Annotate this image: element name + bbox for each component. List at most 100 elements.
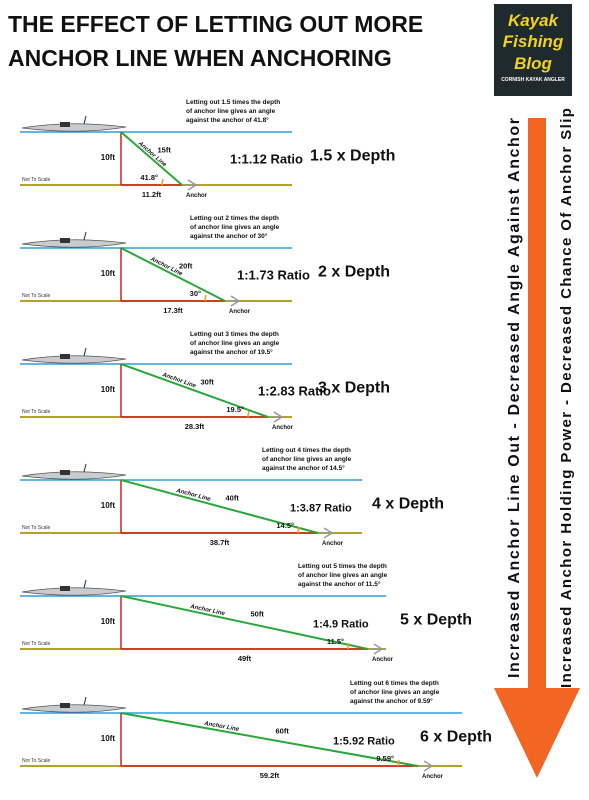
note-text: of anchor line gives an angle bbox=[186, 108, 276, 115]
ratio-label: 1:4.9 Ratio bbox=[313, 619, 369, 631]
anchor-icon bbox=[371, 643, 384, 655]
angle-label: 19.5° bbox=[226, 405, 244, 414]
horizontal-label: 49ft bbox=[238, 654, 252, 663]
scale-note: Not To Scale bbox=[22, 409, 50, 415]
ratio-label: 1:1.73 Ratio bbox=[237, 268, 310, 283]
logo-text: Kayak bbox=[508, 11, 560, 30]
depth-label: 10ft bbox=[101, 734, 116, 743]
side-text: Increased Anchor Line Out - Decreased An… bbox=[506, 118, 523, 678]
rod bbox=[83, 231, 87, 241]
anchor-line bbox=[120, 712, 419, 767]
line-length-label: 40ft bbox=[226, 494, 240, 503]
multiplier-label: 2 x Depth bbox=[318, 264, 390, 281]
anchor-label: Anchor bbox=[229, 309, 251, 315]
depth-label: 10ft bbox=[101, 269, 116, 278]
anchor-icon bbox=[421, 760, 434, 772]
direction-arrow bbox=[494, 118, 580, 778]
panel: Letting out 6 times the depth of anchor l… bbox=[20, 680, 492, 780]
ratio-label: 1:1.12 Ratio bbox=[230, 152, 303, 167]
multiplier-label: 6 x Depth bbox=[420, 729, 492, 746]
depth-label: 10ft bbox=[101, 153, 116, 162]
horizontal-label: 11.2ft bbox=[142, 190, 162, 199]
scale-note: Not To Scale bbox=[22, 525, 50, 531]
line-length-label: 60ft bbox=[276, 727, 290, 736]
angle-label: 30° bbox=[190, 289, 201, 298]
kayak bbox=[21, 355, 127, 364]
note-text: against the anchor of 19.5° bbox=[190, 348, 273, 356]
anchor-label: Anchor bbox=[186, 193, 208, 199]
depth-label: 10ft bbox=[101, 385, 116, 394]
kayak-seat bbox=[60, 238, 70, 243]
anchor-label: Anchor bbox=[272, 425, 294, 431]
note-text: of anchor line gives an angle bbox=[262, 456, 352, 463]
kayak-seat bbox=[60, 122, 70, 127]
anchor-line bbox=[120, 479, 319, 534]
kayak bbox=[21, 704, 127, 713]
anchor-icon bbox=[271, 411, 284, 423]
kayak bbox=[21, 471, 127, 480]
rod bbox=[83, 347, 87, 357]
angle-arc bbox=[347, 642, 350, 650]
line-length-label: 15ft bbox=[158, 146, 172, 155]
scale-note: Not To Scale bbox=[22, 177, 50, 183]
depth-label: 10ft bbox=[101, 617, 116, 626]
note-text: against the anchor of 41.8° bbox=[186, 116, 269, 124]
angle-arc bbox=[204, 294, 207, 302]
note-text: against the anchor of 30° bbox=[190, 232, 268, 240]
anchor-icon bbox=[321, 527, 334, 539]
panels: Letting out 1.5 times the depth of anchor… bbox=[20, 99, 492, 780]
kayak bbox=[21, 587, 127, 596]
horizontal-label: 28.3ft bbox=[185, 422, 205, 431]
kayak-seat bbox=[60, 586, 70, 591]
note-text: against the anchor of 11.5° bbox=[298, 580, 381, 588]
anchor-label: Anchor bbox=[422, 774, 444, 780]
side-text: Increased Anchor Holding Power - Decreas… bbox=[558, 108, 575, 688]
anchor-line bbox=[120, 595, 369, 650]
horizontal-label: 59.2ft bbox=[260, 771, 280, 780]
multiplier-label: 4 x Depth bbox=[372, 496, 444, 513]
multiplier-label: 3 x Depth bbox=[318, 380, 390, 397]
anchor-icon bbox=[185, 179, 198, 191]
multiplier-label: 1.5 x Depth bbox=[310, 148, 395, 165]
rod bbox=[83, 696, 87, 706]
angle-arc bbox=[161, 178, 164, 186]
line-length-label: 30ft bbox=[201, 378, 215, 387]
scale-note: Not To Scale bbox=[22, 641, 50, 647]
angle-label: 11.5° bbox=[327, 637, 344, 646]
angle-label: 41.8° bbox=[140, 173, 158, 182]
note-text: of anchor line gives an angle bbox=[298, 572, 388, 579]
kayak bbox=[21, 239, 127, 248]
anchor-label: Anchor bbox=[322, 541, 344, 547]
note-text: Letting out 3 times the depth bbox=[190, 331, 279, 338]
note-text: against the anchor of 9.59° bbox=[350, 697, 433, 705]
logo-text: Fishing bbox=[503, 32, 564, 51]
angle-arc bbox=[397, 759, 400, 767]
logo-text: Blog bbox=[514, 54, 552, 73]
angle-label: 14.5° bbox=[276, 521, 294, 530]
line-length-label: 50ft bbox=[251, 610, 265, 619]
ratio-label: 1:2.83 Ratio bbox=[258, 384, 331, 399]
note-text: Letting out 1.5 times the depth bbox=[186, 99, 280, 106]
title-line: ANCHOR LINE WHEN ANCHORING bbox=[8, 45, 392, 71]
rod bbox=[83, 115, 87, 125]
panel: Letting out 1.5 times the depth of anchor… bbox=[20, 99, 395, 199]
anchor-label: Anchor bbox=[372, 657, 394, 663]
ratio-label: 1:5.92 Ratio bbox=[333, 736, 395, 748]
panel: Letting out 5 times the depth of anchor l… bbox=[20, 563, 472, 663]
horizontal-label: 38.7ft bbox=[210, 538, 230, 547]
angle-arc bbox=[297, 526, 300, 534]
rod bbox=[83, 463, 87, 473]
anchor-line bbox=[120, 247, 226, 302]
line-length-label: 20ft bbox=[179, 262, 193, 271]
scale-note: Not To Scale bbox=[22, 758, 50, 764]
kayak bbox=[21, 123, 127, 132]
note-text: of anchor line gives an angle bbox=[190, 340, 280, 347]
note-text: against the anchor of 14.5° bbox=[262, 464, 345, 472]
ratio-label: 1:3.87 Ratio bbox=[290, 503, 352, 515]
angle-label: 9.59° bbox=[376, 754, 394, 763]
anchor-line bbox=[120, 363, 269, 418]
note-text: of anchor line gives an angle bbox=[350, 689, 440, 696]
multiplier-label: 5 x Depth bbox=[400, 612, 472, 629]
